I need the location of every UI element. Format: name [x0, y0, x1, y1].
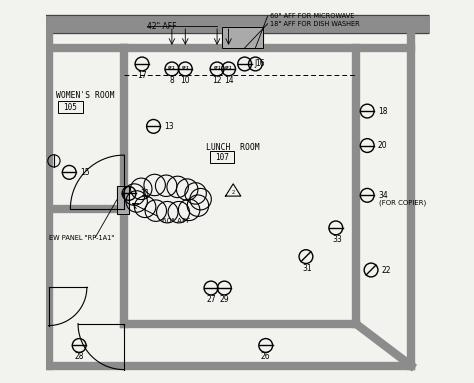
- Text: 17: 17: [137, 71, 147, 80]
- Text: 20: 20: [378, 141, 388, 150]
- Text: 42" AFF: 42" AFF: [147, 21, 176, 31]
- Bar: [117, 186, 129, 214]
- Bar: [222, 27, 263, 48]
- Text: 34: 34: [378, 191, 388, 200]
- Text: 12: 12: [212, 76, 222, 85]
- Text: GFI: GFI: [168, 66, 176, 70]
- Text: J: J: [254, 59, 256, 69]
- Text: 11: 11: [140, 189, 149, 198]
- Bar: [222, 27, 263, 48]
- Text: 2: 2: [232, 190, 235, 195]
- Text: 60" AFF FOR MICROWAVE: 60" AFF FOR MICROWAVE: [270, 13, 354, 19]
- Text: 18: 18: [378, 106, 387, 116]
- Text: 10: 10: [181, 76, 190, 85]
- Text: 105: 105: [64, 103, 77, 112]
- Text: GFI: GFI: [213, 66, 221, 70]
- Text: 8: 8: [170, 76, 174, 85]
- Bar: [117, 186, 129, 214]
- Text: 29: 29: [219, 295, 229, 304]
- Text: GFI: GFI: [225, 66, 232, 70]
- Text: GFI: GFI: [182, 66, 189, 70]
- Text: 22: 22: [382, 265, 391, 275]
- Text: 33: 33: [332, 235, 342, 244]
- Text: 27: 27: [206, 295, 216, 304]
- Text: 14: 14: [224, 76, 233, 85]
- Text: 28: 28: [74, 352, 84, 362]
- Text: LUNCH  ROOM: LUNCH ROOM: [206, 143, 260, 152]
- Text: 16: 16: [255, 59, 265, 69]
- Text: 13: 13: [164, 122, 174, 131]
- Text: 18" AFF FOR DISH WASHER: 18" AFF FOR DISH WASHER: [270, 21, 359, 27]
- Text: 60" AFF: 60" AFF: [162, 218, 191, 224]
- Text: 31: 31: [302, 264, 312, 273]
- Text: EW PANEL "RP-1A1": EW PANEL "RP-1A1": [48, 235, 114, 241]
- Text: 107: 107: [215, 152, 228, 162]
- Text: (FOR COPIER): (FOR COPIER): [379, 200, 426, 206]
- Text: 26: 26: [261, 352, 271, 362]
- Text: 15: 15: [80, 168, 90, 177]
- Text: WOMEN'S ROOM: WOMEN'S ROOM: [56, 91, 115, 100]
